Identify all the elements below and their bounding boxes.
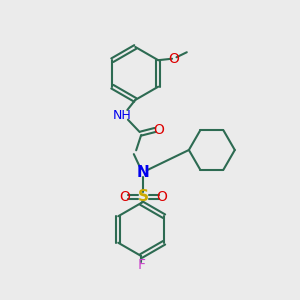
Text: NH: NH	[113, 109, 131, 122]
Text: F: F	[137, 258, 145, 272]
Text: N: N	[137, 165, 150, 180]
Text: O: O	[168, 52, 179, 66]
Text: S: S	[138, 189, 149, 204]
Text: O: O	[153, 123, 164, 137]
Text: O: O	[119, 190, 130, 204]
Text: O: O	[157, 190, 167, 204]
